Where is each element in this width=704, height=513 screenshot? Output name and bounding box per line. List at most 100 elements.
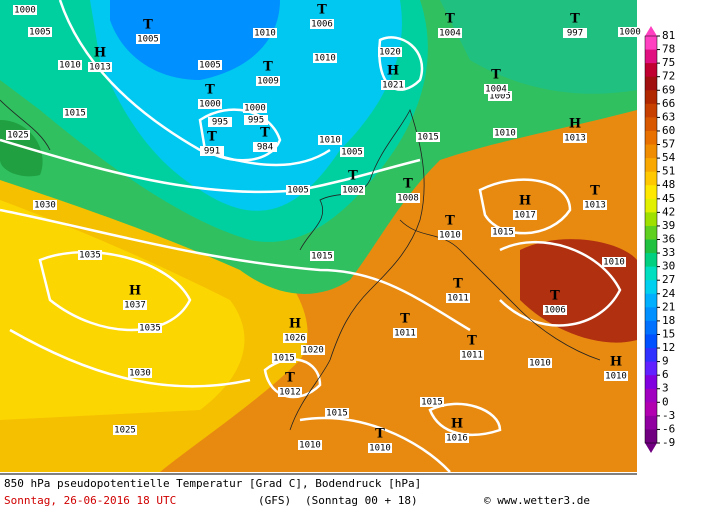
- colorbar-band: [645, 239, 657, 254]
- colorbar-tick-label: 9: [662, 355, 669, 368]
- pressure-center-box: [396, 193, 420, 203]
- isobar-label-box: [6, 130, 30, 140]
- colorbar-band: [645, 320, 657, 335]
- pressure-center-letter: T: [400, 312, 410, 327]
- pressure-center-letter: T: [263, 60, 273, 75]
- isobar-label: 1000: [619, 28, 641, 38]
- isobar-label: 995: [212, 118, 228, 128]
- pressure-center-letter: T: [445, 12, 455, 27]
- colorbar-tick-label: 81: [662, 29, 675, 42]
- pressure-center-value: 1026: [284, 334, 306, 344]
- colorbar-band: [645, 117, 657, 132]
- colorbar-band: [645, 293, 657, 308]
- isobar-label-box: [286, 185, 310, 195]
- isobar-label-box: [416, 132, 440, 142]
- pressure-center-value: 1000: [199, 100, 221, 110]
- colorbar-band: [645, 334, 657, 349]
- colorbar-tick-label: 15: [662, 327, 675, 340]
- isobar-label: 1020: [302, 346, 324, 356]
- colorbar-tick-label: 75: [662, 56, 675, 69]
- colorbar-tick-label: 6: [662, 368, 669, 381]
- coastlines: [0, 99, 601, 431]
- colorbar-tick-label: 60: [662, 124, 675, 137]
- isobar-label-box: [138, 323, 162, 333]
- isobar-label: 1010: [319, 136, 341, 146]
- pressure-center-letter: T: [403, 177, 413, 192]
- pressure-center-value: 1011: [394, 329, 416, 339]
- isobar-label: 1000: [244, 104, 266, 114]
- pressure-center-box: [136, 34, 160, 44]
- footer-source: © www.wetter3.de: [484, 494, 590, 507]
- footer-title: 850 hPa pseudopotentielle Temperatur [Gr…: [4, 477, 421, 490]
- colorbar-tick-label: -9: [662, 436, 675, 449]
- isobar-label-box: [33, 200, 57, 210]
- pressure-center-value: 1013: [564, 134, 586, 144]
- pressure-center-letter: T: [260, 126, 270, 141]
- isobar-label-box: [318, 135, 342, 145]
- colorbar-band: [645, 212, 657, 227]
- isobar-label: 1015: [417, 133, 439, 143]
- pressure-center-value: 1011: [447, 294, 469, 304]
- colorbar-band: [645, 388, 657, 403]
- isobar-label-box: [310, 251, 334, 261]
- colorbar-band: [645, 185, 657, 200]
- pressure-center-value: 1017: [514, 211, 536, 221]
- colorbar-band: [645, 103, 657, 118]
- colorbar-tick-label: 0: [662, 395, 669, 408]
- colorbar-tick-label: 27: [662, 273, 675, 286]
- pressure-center-letter: T: [375, 427, 385, 442]
- pressure-center-letter: T: [207, 130, 217, 145]
- isobar-label-box: [378, 47, 402, 57]
- isobar-label: 1010: [529, 359, 551, 369]
- isobar-label: 1020: [379, 48, 401, 58]
- colorbar-tick-label: 54: [662, 151, 676, 164]
- colorbar-band: [645, 36, 657, 51]
- isobar-label: 1015: [326, 409, 348, 419]
- pressure-center-box: [256, 76, 280, 86]
- pressure-center-letter: T: [348, 169, 358, 184]
- pressure-center-value: 1004: [439, 29, 461, 39]
- pressure-center-value: 1037: [124, 301, 146, 311]
- pressure-center-box: [513, 210, 537, 220]
- pressure-center-letter: H: [387, 64, 399, 79]
- colorbar-band: [645, 130, 657, 146]
- colorbar-tick-label: 63: [662, 110, 675, 123]
- colorbar-band: [645, 348, 657, 363]
- pressure-center-value: 1010: [439, 231, 461, 241]
- isobar-label-box: [272, 353, 296, 363]
- colorbar-tick-label: 42: [662, 205, 675, 218]
- pressure-center-value: 1004: [485, 85, 507, 95]
- colorbar-band: [645, 158, 657, 173]
- pressure-center-box: [543, 305, 567, 315]
- isobar-label: 1005: [29, 28, 51, 38]
- colorbar-band: [645, 90, 657, 105]
- pressure-center-box: [438, 230, 462, 240]
- pressure-center-box: [200, 146, 224, 156]
- pressure-center-letter: H: [519, 194, 531, 209]
- pressure-center-box: [278, 387, 302, 397]
- isobar-label: 1005: [489, 92, 511, 102]
- pressure-center-box: [253, 142, 277, 152]
- isobar-label: 1030: [34, 201, 56, 211]
- pressure-center-box: [88, 62, 112, 72]
- colorbar-band: [645, 171, 657, 186]
- colorbar-band: [645, 253, 657, 268]
- isobar-label: 1010: [254, 29, 276, 39]
- pressure-center-letter: H: [569, 117, 581, 132]
- colorbar-band: [645, 361, 657, 376]
- isobar-label-box: [244, 115, 268, 125]
- isobar-label-box: [325, 408, 349, 418]
- isobar-label-box: [198, 60, 222, 70]
- isobar-label: 1010: [314, 54, 336, 64]
- pressure-center-letter: T: [570, 12, 580, 27]
- pressure-center-letter: H: [289, 317, 301, 332]
- colorbar-band: [645, 415, 657, 430]
- colorbar-tick-label: 51: [662, 165, 675, 178]
- footer-model: (GFS): [258, 494, 291, 507]
- isobar-label: 1005: [199, 61, 221, 71]
- isobar-label-box: [13, 5, 37, 15]
- isobar-label: 1015: [492, 228, 514, 238]
- colorbar-tick-label: 72: [662, 70, 675, 83]
- colorbar-tick-label: 66: [662, 97, 675, 110]
